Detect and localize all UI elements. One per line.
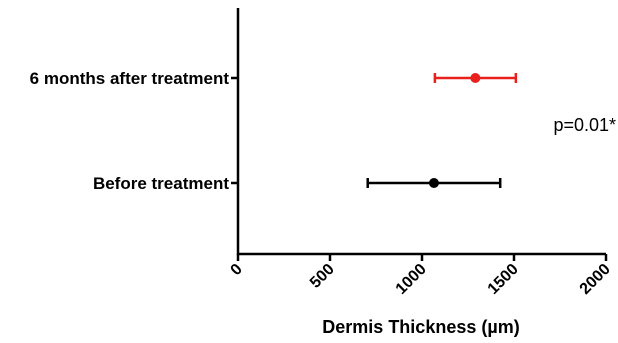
category-labels: 6 months after treatment Before treatment xyxy=(30,69,230,193)
axes xyxy=(236,8,606,256)
x-tick-label-1000: 1000 xyxy=(393,261,430,298)
x-ticks xyxy=(236,254,608,261)
x-tick-label-1500: 1500 xyxy=(485,261,522,298)
category-label-1: Before treatment xyxy=(93,174,229,193)
mean-point-1 xyxy=(428,178,439,188)
y-ticks xyxy=(231,76,238,185)
data-marks xyxy=(366,73,518,188)
x-tick-label-500: 500 xyxy=(307,261,338,292)
x-tick-labels: 0 500 1000 1500 2000 xyxy=(228,261,614,298)
x-axis-title: Dermis Thickness (µm) xyxy=(322,317,519,337)
category-label-0: 6 months after treatment xyxy=(30,69,230,88)
x-tick-label-0: 0 xyxy=(228,261,246,279)
mean-point-0 xyxy=(470,73,481,83)
x-tick-label-2000: 2000 xyxy=(577,261,614,298)
p-value-annotation: p=0.01* xyxy=(553,115,616,135)
